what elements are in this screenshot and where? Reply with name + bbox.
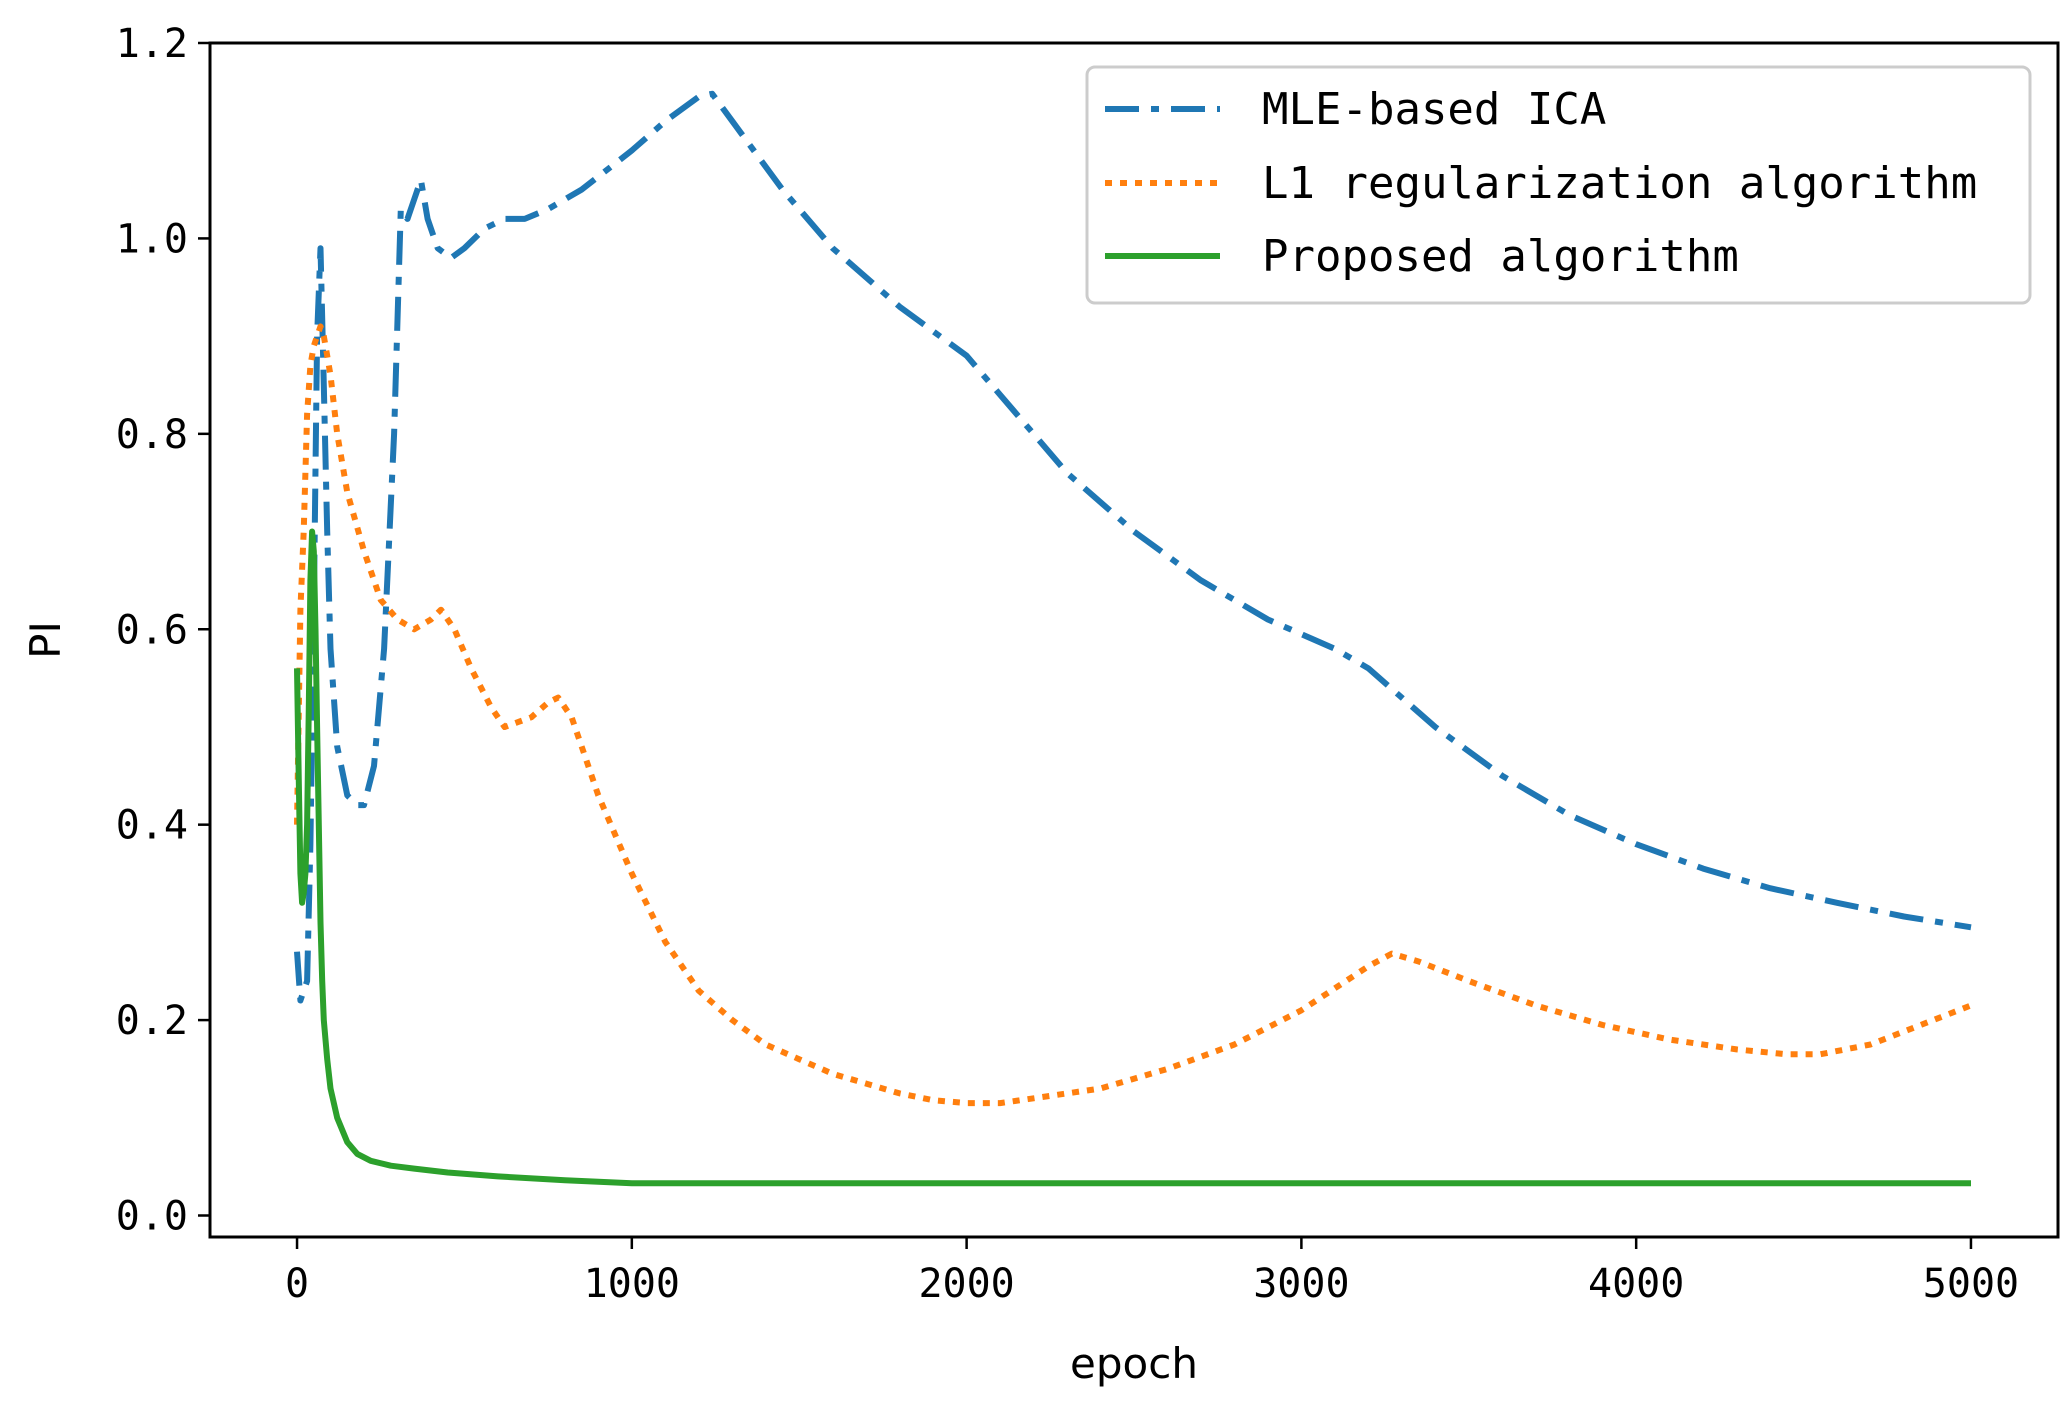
y-tick-label: 1.0 bbox=[116, 216, 188, 262]
x-axis-title: epoch bbox=[1070, 1339, 1198, 1388]
series-layer bbox=[294, 90, 1973, 1187]
x-tick-label: 2000 bbox=[918, 1261, 1014, 1307]
legend-label-proposed: Proposed algorithm bbox=[1262, 231, 1739, 282]
x-tick-label: 1000 bbox=[584, 1261, 680, 1307]
legend-label-mle-ica: MLE-based ICA bbox=[1262, 84, 1606, 135]
legend: MLE-based ICA L1 regularization algorith… bbox=[1085, 65, 2032, 305]
x-tick-label: 3000 bbox=[1253, 1261, 1349, 1307]
y-axis-title: PI bbox=[21, 621, 70, 659]
y-tick-label: 0.0 bbox=[116, 1194, 188, 1240]
y-tick-label: 0.6 bbox=[116, 607, 188, 653]
series-line-2 bbox=[294, 323, 1973, 1107]
y-tick-label: 0.4 bbox=[116, 803, 188, 849]
x-tick-label: 0 bbox=[285, 1261, 309, 1307]
y-tick-label: 0.8 bbox=[116, 412, 188, 458]
x-tick-label: 5000 bbox=[1923, 1261, 2019, 1307]
x-tick-label: 4000 bbox=[1588, 1261, 1684, 1307]
y-tick-label: 1.2 bbox=[116, 21, 188, 67]
series-line-3 bbox=[294, 528, 1971, 1187]
plot-frame bbox=[208, 41, 2060, 1239]
x-axis: 0 1000 2000 3000 4000 5000 bbox=[285, 1237, 2019, 1307]
y-tick-label: 0.2 bbox=[116, 998, 188, 1044]
legend-label-l1-regularization: L1 regularization algorithm bbox=[1262, 158, 1977, 209]
y-axis: 0.0 0.2 0.4 0.6 0.8 1.0 1.2 bbox=[116, 21, 210, 1240]
series-line-1 bbox=[294, 90, 1972, 1004]
legend-box bbox=[1085, 65, 2032, 305]
